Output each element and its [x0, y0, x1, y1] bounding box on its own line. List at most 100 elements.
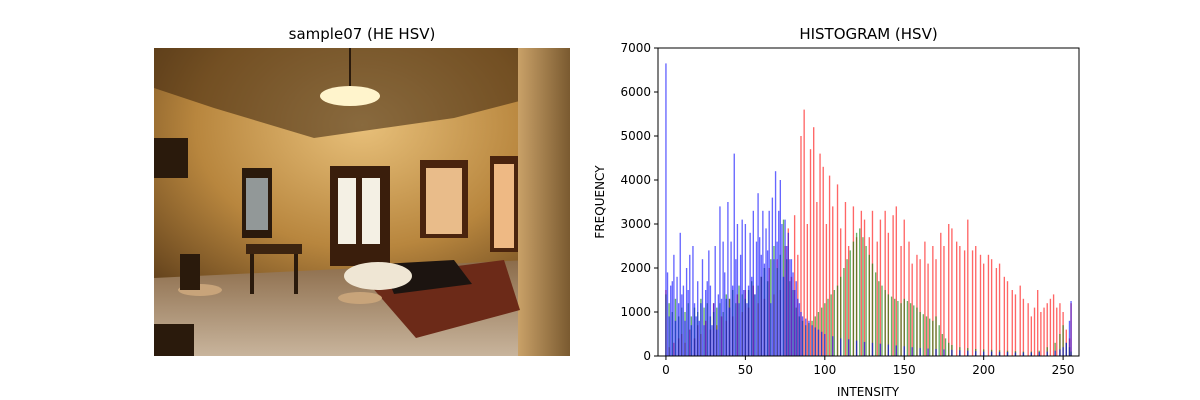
histogram-bar	[766, 250, 769, 356]
y-tick-label: 6000	[620, 85, 651, 99]
histogram-bar	[941, 334, 944, 356]
histogram-bar	[736, 224, 739, 356]
histogram-bar	[998, 263, 1001, 356]
histogram-bar	[1027, 303, 1029, 356]
histogram-bar	[757, 193, 759, 356]
histogram-bar	[673, 254, 675, 356]
histogram-bar	[959, 246, 961, 356]
histogram-bar	[800, 136, 802, 356]
histogram-bar	[948, 342, 950, 356]
histogram-bar	[724, 272, 726, 356]
histogram-bar	[928, 318, 931, 356]
histogram-bar	[805, 318, 807, 356]
image-title: sample07 (HE HSV)	[288, 25, 436, 43]
histogram-bar	[881, 285, 883, 356]
histogram-bar	[1056, 307, 1058, 356]
histogram-bar	[1065, 342, 1067, 356]
histogram-bar	[855, 232, 858, 356]
histogram-bar	[979, 254, 982, 356]
histogram-bar	[1033, 307, 1036, 356]
histogram-bar	[698, 320, 700, 356]
histogram-bar	[744, 224, 747, 356]
histogram-bar	[731, 285, 734, 356]
histogram-bar	[940, 232, 942, 356]
histogram-bar	[665, 63, 667, 357]
histogram-bar	[720, 298, 723, 356]
histogram-bar	[852, 241, 855, 356]
histogram-bar	[948, 224, 950, 356]
histogram-bar	[828, 175, 831, 356]
histogram-bar	[666, 272, 669, 356]
histogram-bar	[774, 171, 777, 356]
histogram-bar	[722, 241, 724, 356]
histogram-bar	[727, 202, 729, 356]
y-tick-label: 5000	[620, 129, 651, 143]
histogram-bar	[793, 290, 796, 356]
histogram-bar	[806, 224, 809, 356]
histogram-bar	[704, 290, 707, 356]
histogram-bar	[709, 285, 712, 356]
histogram-bar	[738, 303, 740, 356]
histogram-bar	[1054, 350, 1056, 356]
histogram-bar	[913, 305, 915, 356]
histogram-bar	[827, 298, 829, 356]
histogram-bar	[730, 241, 732, 356]
histogram-bar	[919, 312, 921, 356]
x-tick-label: 0	[662, 363, 670, 377]
histogram-bar	[1054, 342, 1056, 356]
bars-layer	[665, 63, 1072, 357]
histogram-bar	[763, 263, 766, 356]
histogram-bar	[819, 153, 821, 356]
histogram-bar	[887, 344, 890, 356]
chart-title: HISTOGRAM (HSV)	[799, 25, 938, 43]
histogram-bar	[830, 294, 832, 356]
histogram-bar	[816, 202, 818, 356]
histogram-bar	[719, 206, 721, 356]
histogram-bar	[741, 219, 743, 356]
histogram-bar	[668, 316, 670, 356]
histogram-bar	[879, 343, 882, 356]
histogram-bar	[903, 298, 905, 356]
y-axis-label: FREQUENCY	[593, 165, 607, 239]
histogram-bar	[840, 338, 842, 356]
histogram-bar	[843, 268, 845, 356]
histogram-bar	[911, 347, 913, 356]
histogram-bar	[784, 219, 786, 356]
histogram-bar	[679, 232, 681, 356]
histogram-bar	[760, 254, 762, 356]
histogram-bar	[895, 206, 897, 356]
histogram-bar	[908, 241, 910, 356]
histogram-bar	[922, 314, 924, 356]
histogram-bar	[689, 254, 691, 356]
histogram-bar	[1046, 303, 1048, 356]
histogram-bar	[832, 336, 834, 356]
histogram-bar	[706, 281, 708, 356]
histogram-bar	[1059, 334, 1061, 356]
histogram-bar	[749, 232, 751, 356]
histogram-bar	[919, 259, 921, 356]
histogram-bar	[733, 153, 735, 356]
histogram-bar	[813, 127, 815, 356]
histogram-bar	[1011, 290, 1013, 356]
histogram-bar	[927, 263, 929, 356]
histogram-bar	[1014, 352, 1017, 356]
histogram-bar	[900, 303, 902, 356]
histogram-bar	[916, 254, 918, 356]
histogram-bar	[824, 303, 826, 356]
histogram-bar	[859, 228, 861, 356]
y-tick-label: 4000	[620, 173, 651, 187]
histogram-bar	[714, 246, 716, 356]
histogram-bar	[863, 219, 866, 356]
histogram-bar	[971, 250, 974, 356]
histogram-bar	[677, 303, 680, 356]
histogram-bar	[795, 281, 797, 356]
histogram-bar	[909, 303, 912, 356]
histogram-bar	[1068, 320, 1071, 356]
histogram-bar	[855, 340, 858, 356]
histogram-bar	[1059, 349, 1061, 356]
histogram-bar	[871, 342, 874, 356]
histogram-bar	[1062, 325, 1064, 356]
histogram-bar	[897, 301, 899, 356]
histogram-bar	[932, 246, 934, 356]
x-tick-label: 100	[813, 363, 836, 377]
